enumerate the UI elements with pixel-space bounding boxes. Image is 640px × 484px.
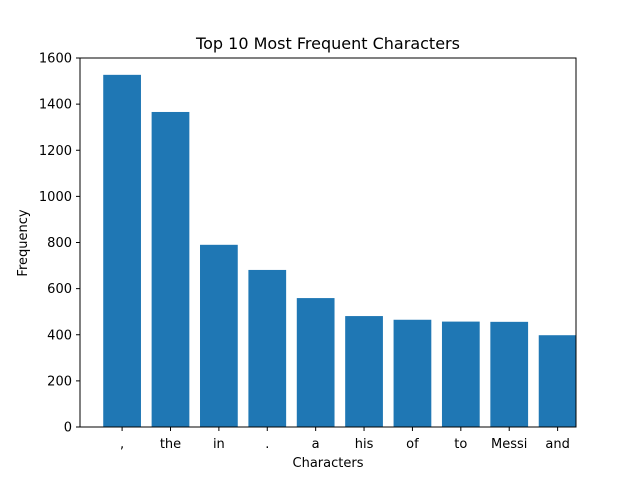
y-tick-label-8: 1600: [39, 52, 72, 67]
chart-title: Top 10 Most Frequent Characters: [195, 34, 460, 53]
bar-9: [538, 335, 577, 427]
x-tick-label-2: in: [213, 437, 225, 452]
y-axis-label: Frequency: [16, 209, 31, 276]
x-tick-label-4: a: [312, 437, 320, 452]
x-tick-label-9: and: [545, 437, 569, 452]
bar-5: [345, 316, 383, 427]
x-tick-label-7: to: [454, 437, 467, 452]
y-tick-label-2: 400: [47, 328, 72, 343]
bar-6: [393, 319, 432, 427]
y-tick-label-4: 800: [47, 236, 72, 251]
x-tick-label-5: his: [355, 437, 374, 452]
bar-4: [296, 298, 335, 427]
y-tick-label-1: 200: [47, 374, 72, 389]
bar-0: [103, 74, 141, 427]
y-tick-label-0: 0: [64, 421, 72, 436]
x-axis: , the in. a his of to Messi and: [120, 427, 570, 452]
plot-frame: [79, 57, 577, 428]
y-tick-label-7: 1400: [39, 98, 72, 113]
bar-8: [490, 321, 529, 427]
x-tick-label-6: of: [406, 437, 419, 452]
y-tick-label-5: 1000: [39, 190, 72, 205]
x-tick-label-1: the: [160, 437, 181, 452]
y-tick-label-3: 600: [47, 282, 72, 297]
x-tick-label-3: .: [265, 437, 269, 452]
y-axis: 0 200 400 600 800 1000 1200 1400 1600: [39, 52, 80, 436]
bars-layer: [103, 74, 577, 427]
bar-7: [441, 321, 480, 427]
x-axis-label: Characters: [293, 456, 364, 471]
bar-2: [200, 244, 238, 427]
x-tick-label-0: ,: [120, 437, 124, 452]
x-tick-label-8: Messi: [491, 437, 527, 452]
bar-3: [248, 269, 287, 427]
bar-1: [151, 111, 190, 427]
y-tick-label-6: 1200: [39, 144, 72, 159]
